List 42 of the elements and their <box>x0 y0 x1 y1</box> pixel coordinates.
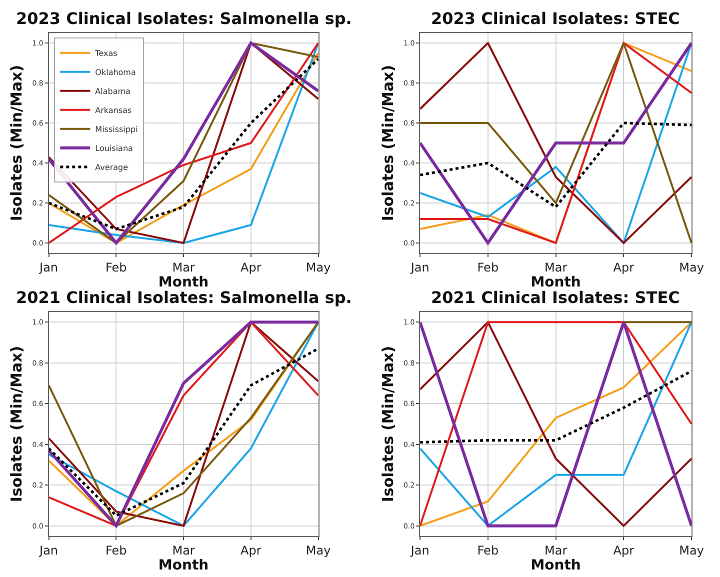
chart-title: 2023 Clinical Isolates: STEC <box>431 9 680 28</box>
x-tick-label: Feb <box>106 260 127 274</box>
x-tick-label: Apr <box>613 260 634 274</box>
x-tick-label: Jan <box>410 543 430 558</box>
x-tick-label: Apr <box>240 260 262 274</box>
legend-label: Louisiana <box>95 144 134 154</box>
x-tick-label: May <box>679 543 704 558</box>
x-tick-label: Feb <box>106 543 127 558</box>
legend-label: Average <box>95 163 128 172</box>
x-tick-label: Feb <box>477 543 499 558</box>
x-tick-label: Jan <box>410 260 430 274</box>
legend-label: Mississippi <box>95 125 138 134</box>
x-tick-label: Jan <box>38 543 58 558</box>
legend-label: Arkansas <box>95 106 132 116</box>
x-axis-title: Month <box>530 557 581 574</box>
x-tick-label: Mar <box>172 260 195 274</box>
y-axis-title: Isolates (Min/Max) <box>7 64 26 222</box>
x-tick-label: Jan <box>38 260 58 274</box>
x-tick-label: May <box>306 260 331 274</box>
y-axis-title: Isolates (Min/Max) <box>378 64 397 222</box>
x-axis-title: Month <box>530 274 581 290</box>
chart-title: 2021 Clinical Isolates: Salmonella sp. <box>16 288 352 307</box>
x-tick-label: Mar <box>172 543 195 558</box>
legend-label: Oklahoma <box>95 68 136 78</box>
x-axis-title: Month <box>158 557 209 574</box>
x-tick-label: May <box>679 260 704 274</box>
x-tick-label: May <box>306 543 331 558</box>
x-tick-label: Mar <box>544 260 568 274</box>
chart-title: 2023 Clinical Isolates: Salmonella sp. <box>16 9 352 28</box>
y-axis-title: Isolates (Min/Max) <box>378 346 397 502</box>
x-tick-label: Mar <box>544 543 568 558</box>
legend-label: Alabama <box>95 87 131 96</box>
x-tick-label: Feb <box>477 260 499 274</box>
line-series <box>420 122 692 208</box>
legend-label: Texas <box>94 49 118 58</box>
y-axis-title: Isolates (Min/Max) <box>7 346 26 502</box>
chart-title: 2021 Clinical Isolates: STEC <box>431 288 680 307</box>
line-series <box>48 347 318 517</box>
x-tick-label: Apr <box>240 543 262 558</box>
line-series <box>420 370 692 444</box>
x-tick-label: Apr <box>613 543 634 558</box>
x-axis-title: Month <box>158 274 209 290</box>
